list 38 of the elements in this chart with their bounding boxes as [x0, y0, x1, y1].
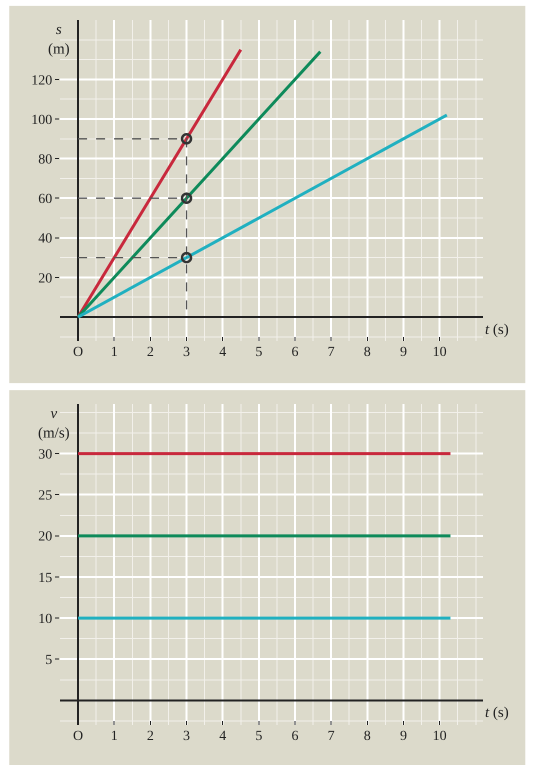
- x-tick-label: O: [73, 344, 84, 360]
- x-tick-label: 7: [328, 344, 335, 360]
- x-axis-title: t (s): [485, 322, 509, 338]
- y-tick-label: 100: [31, 112, 52, 128]
- y-tick-label: 60: [38, 192, 52, 208]
- x-tick-label: 3: [183, 344, 190, 360]
- x-tick-label: 1: [110, 729, 118, 744]
- x-tick-label: 2: [146, 729, 154, 744]
- y-tick-label: 40: [38, 232, 52, 247]
- x-tick-label: 7: [328, 729, 335, 744]
- y-tick-label: 25: [38, 488, 52, 504]
- x-tick-label: 4: [219, 729, 226, 744]
- y-tick-label: 120: [31, 73, 52, 88]
- x-tick-label: 5: [255, 344, 262, 360]
- x-tick-label: 9: [400, 729, 407, 744]
- y-tick-label: 20: [38, 271, 52, 286]
- x-tick-label: 10: [432, 344, 447, 360]
- y-tick-label: 15: [38, 570, 52, 586]
- x-tick-label: 8: [364, 729, 371, 744]
- x-tick-label: 4: [219, 344, 226, 360]
- x-tick-label: 5: [255, 729, 262, 744]
- x-tick-label: 3: [183, 729, 190, 744]
- x-tick-label: 8: [364, 344, 371, 360]
- x-tick-label: 1: [110, 344, 118, 360]
- x-tick-label: 2: [146, 344, 154, 360]
- x-tick-label: 6: [292, 344, 298, 360]
- x-axis-title: t (s): [485, 705, 509, 721]
- y-axis-title: s (m): [48, 22, 70, 58]
- x-tick-label: 9: [400, 344, 407, 360]
- y-tick-label: 30: [38, 447, 52, 462]
- y-tick-label: 20: [38, 530, 52, 545]
- y-tick-label: 5: [45, 653, 52, 668]
- y-axis-title: v (m/s): [38, 406, 70, 442]
- y-tick-label: 10: [38, 612, 52, 627]
- y-tick-label: 80: [38, 152, 52, 168]
- x-tick-label: 10: [432, 729, 447, 744]
- x-tick-label: O: [73, 729, 84, 744]
- x-tick-label: 6: [292, 729, 298, 744]
